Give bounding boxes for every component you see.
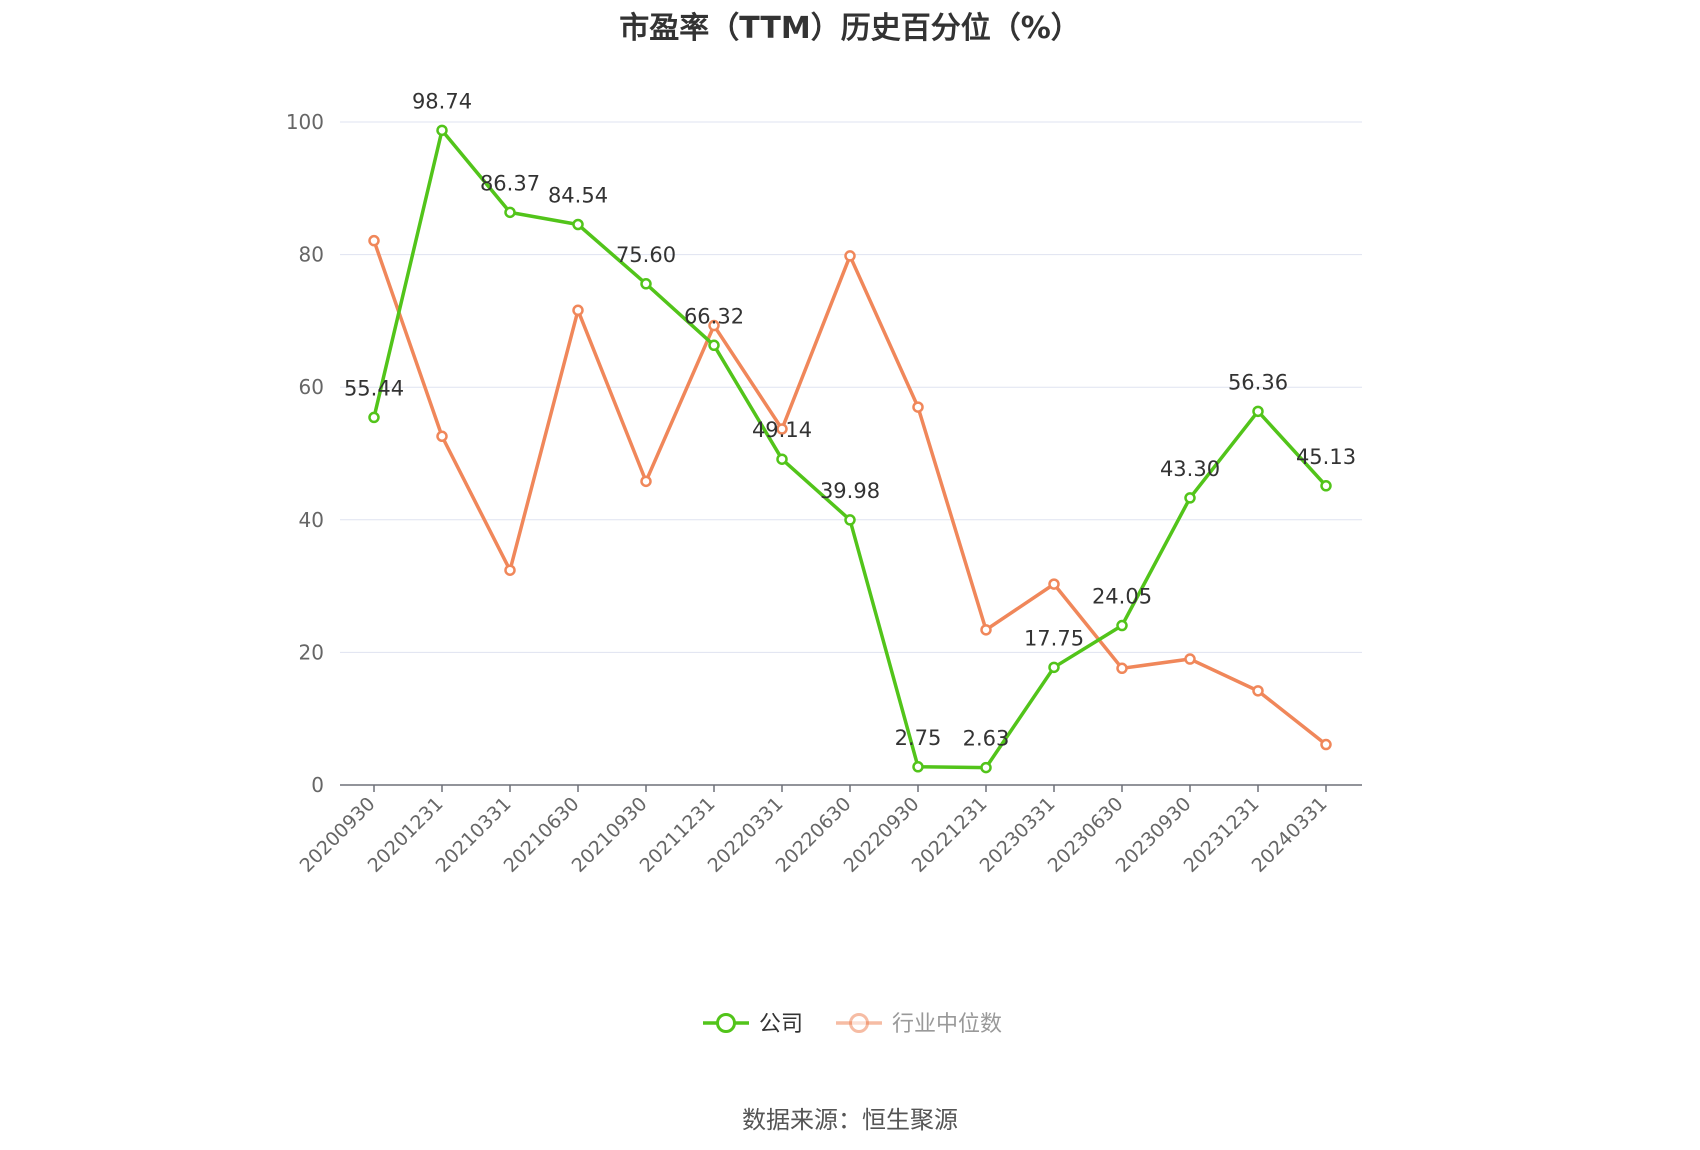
data-point	[776, 453, 788, 465]
data-label: 84.54	[548, 183, 608, 207]
data-point	[436, 124, 448, 137]
y-tick-label: 80	[299, 243, 324, 267]
data-label: 2.75	[895, 726, 942, 750]
legend-label: 公司	[759, 1012, 803, 1037]
legend-item-company[interactable]: 公司	[703, 1012, 803, 1037]
data-point	[776, 423, 788, 435]
y-tick-label: 60	[299, 375, 324, 399]
data-point	[1252, 685, 1264, 697]
legend-marker	[716, 1013, 736, 1033]
data-point	[504, 564, 516, 576]
data-point	[368, 411, 380, 424]
data-point	[1184, 653, 1196, 665]
y-tick-label: 100	[286, 110, 324, 134]
data-point	[640, 278, 652, 290]
data-label: 2.63	[963, 727, 1010, 751]
data-label: 75.60	[616, 243, 676, 267]
series-layer	[368, 124, 1332, 774]
data-label: 86.37	[480, 171, 540, 195]
data-label: 49.14	[752, 418, 812, 442]
data-point	[1252, 405, 1264, 418]
legend-marker	[849, 1013, 869, 1033]
data-label: 98.74	[412, 89, 472, 113]
data-point	[1320, 738, 1332, 751]
data-label: 56.36	[1228, 370, 1288, 394]
y-tick-label: 0	[311, 773, 324, 797]
grid-lines	[340, 121, 1362, 653]
data-point	[368, 234, 380, 247]
legend[interactable]: 公司 行业中位数	[703, 1012, 1002, 1037]
data-label: 66.32	[684, 304, 744, 328]
data-point	[1320, 480, 1332, 492]
data-point	[1116, 619, 1128, 632]
data-point	[1048, 578, 1060, 590]
y-tick-label: 40	[299, 508, 324, 532]
data-point	[572, 304, 584, 317]
data-point	[640, 475, 652, 488]
data-point	[708, 339, 720, 352]
data-point	[980, 761, 992, 774]
legend-item-industry[interactable]: 行业中位数	[836, 1012, 1002, 1037]
data-point	[1116, 662, 1128, 675]
data-point	[844, 250, 856, 262]
data-point	[572, 218, 584, 231]
data-point	[912, 401, 924, 413]
data-label: 45.13	[1296, 445, 1356, 469]
x-axis: 2020093020201231202103312021063020210930…	[296, 784, 1362, 877]
chart-title: 市盈率（TTM）历史百分位（%）	[619, 11, 1081, 46]
data-label: 17.75	[1024, 626, 1084, 650]
legend-label: 行业中位数	[892, 1012, 1002, 1037]
data-labels: 55.44 98.74 86.37 84.54 75.60 66.32 49.14 39.98…	[344, 89, 1356, 750]
data-point	[1048, 661, 1060, 674]
series-line-company	[372, 128, 1328, 770]
source-note: 数据来源：恒生聚源	[742, 1106, 958, 1134]
y-tick-label: 20	[299, 640, 324, 664]
data-label: 55.44	[344, 376, 404, 400]
data-point	[504, 206, 516, 219]
data-label: 43.30	[1160, 457, 1220, 481]
data-point	[1184, 492, 1196, 504]
data-label: 39.98	[820, 479, 880, 503]
data-point	[980, 624, 992, 636]
y-axis: 0 20 40 60 80 100	[286, 110, 324, 797]
data-point	[436, 430, 448, 443]
data-point	[912, 761, 924, 773]
data-point	[844, 514, 856, 526]
data-label: 24.05	[1092, 585, 1152, 609]
data-point	[708, 319, 720, 332]
